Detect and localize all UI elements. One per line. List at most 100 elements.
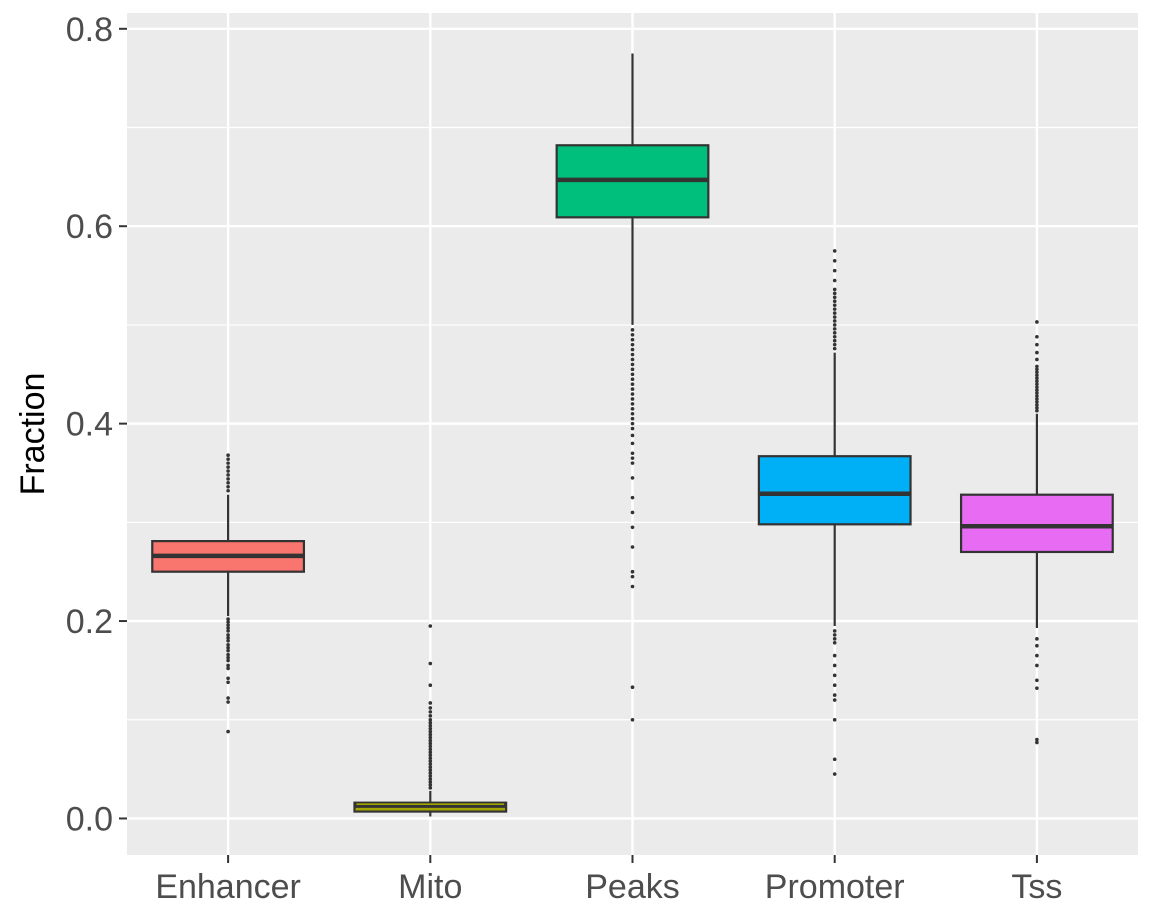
outlier-point [226, 729, 230, 734]
outlier-point [428, 780, 433, 784]
outlier-point [1035, 320, 1039, 324]
outlier-point [630, 332, 635, 337]
outlier-point [630, 362, 635, 367]
outlier-point [1035, 364, 1039, 369]
outlier-point [428, 750, 433, 755]
box-series [151, 53, 1114, 817]
outlier-point [226, 473, 230, 477]
outlier-point [226, 623, 230, 627]
outlier-point [226, 696, 230, 700]
outlier-point [1035, 397, 1039, 401]
box-enhancer [151, 453, 306, 734]
outlier-point [832, 717, 837, 722]
outlier-point [428, 720, 433, 725]
outlier-point [226, 638, 230, 643]
outlier-point [630, 367, 635, 372]
outlier-point [630, 433, 635, 438]
outlier-point [630, 416, 635, 421]
outlier-point [832, 331, 837, 335]
outlier-point [226, 642, 230, 647]
outlier-point [1035, 403, 1039, 407]
outlier-point [630, 421, 635, 426]
outlier-point [428, 714, 433, 718]
outlier-point [428, 710, 433, 714]
outlier-point [832, 633, 837, 637]
outlier-point [1035, 388, 1039, 392]
outlier-point [832, 287, 837, 292]
outlier-point [832, 303, 837, 307]
y-tick-label: 0.6 [66, 208, 113, 246]
outlier-point [832, 258, 837, 263]
outlier-point [428, 732, 433, 737]
outlier-point [226, 453, 230, 458]
box-promoter [757, 249, 912, 776]
outlier-point [630, 476, 635, 480]
outlier-point [630, 510, 635, 515]
outlier-point [832, 307, 837, 311]
outlier-point [428, 729, 433, 734]
outlier-point [226, 620, 230, 624]
x-axis-ticks: Enhancer Mito Peaks Promoter Tss [155, 855, 1062, 906]
outlier-point [428, 624, 433, 628]
outlier-point [630, 377, 635, 382]
outlier-point [226, 469, 230, 473]
outlier-point [832, 278, 837, 283]
outlier-point [1035, 367, 1039, 372]
outlier-point [428, 756, 433, 761]
outlier-point [1035, 409, 1039, 413]
outlier-point [832, 346, 837, 351]
x-tick-label: Peaks [585, 868, 680, 906]
outlier-point [226, 481, 230, 485]
outlier-point [428, 701, 433, 705]
outlier-point [428, 774, 433, 778]
outlier-point [630, 545, 635, 549]
x-tick-label: Mito [398, 868, 462, 906]
outlier-point [832, 319, 837, 323]
outlier-point [226, 676, 230, 681]
outlier-point [630, 387, 635, 391]
outlier-point [428, 738, 433, 743]
outlier-point [832, 693, 837, 697]
outlier-point [1035, 663, 1039, 668]
outlier-point [832, 315, 837, 319]
outlier-point [428, 723, 433, 728]
outlier-point [1035, 394, 1039, 398]
outlier-point [428, 741, 433, 746]
outlier-point [428, 706, 433, 710]
outlier-point [832, 291, 837, 296]
outlier-point [428, 759, 433, 764]
outlier-point [428, 726, 433, 731]
outlier-point [428, 744, 433, 749]
outlier-point [226, 633, 230, 637]
outlier-point [1035, 357, 1039, 362]
outlier-point [226, 645, 230, 650]
outlier-point [428, 765, 433, 769]
outlier-point [832, 673, 837, 678]
outlier-point [630, 574, 635, 579]
outlier-point [226, 648, 230, 653]
outlier-point [1035, 678, 1039, 683]
box-mito [353, 624, 508, 817]
outlier-point [428, 683, 433, 688]
outlier-point [630, 382, 635, 386]
outlier-point [832, 663, 837, 668]
outlier-point [630, 525, 635, 530]
outlier-point [630, 392, 635, 396]
y-tick-label: 0.2 [66, 603, 113, 641]
iqr-box [757, 455, 912, 526]
outlier-point [428, 717, 433, 722]
outlier-point [630, 402, 635, 406]
outlier-point [1035, 376, 1039, 381]
outlier-point [630, 685, 635, 689]
outlier-point [1035, 379, 1039, 383]
outlier-point [226, 617, 230, 621]
outlier-point [630, 451, 635, 456]
outlier-point [428, 771, 433, 775]
outlier-point [630, 569, 635, 574]
outlier-point [1035, 350, 1039, 355]
outlier-point [832, 772, 837, 776]
y-axis-ticks: 0.0 0.2 0.4 0.6 0.8 [66, 11, 127, 838]
outlier-point [630, 342, 635, 347]
outlier-point [1035, 382, 1039, 386]
outlier-point [1035, 406, 1039, 410]
